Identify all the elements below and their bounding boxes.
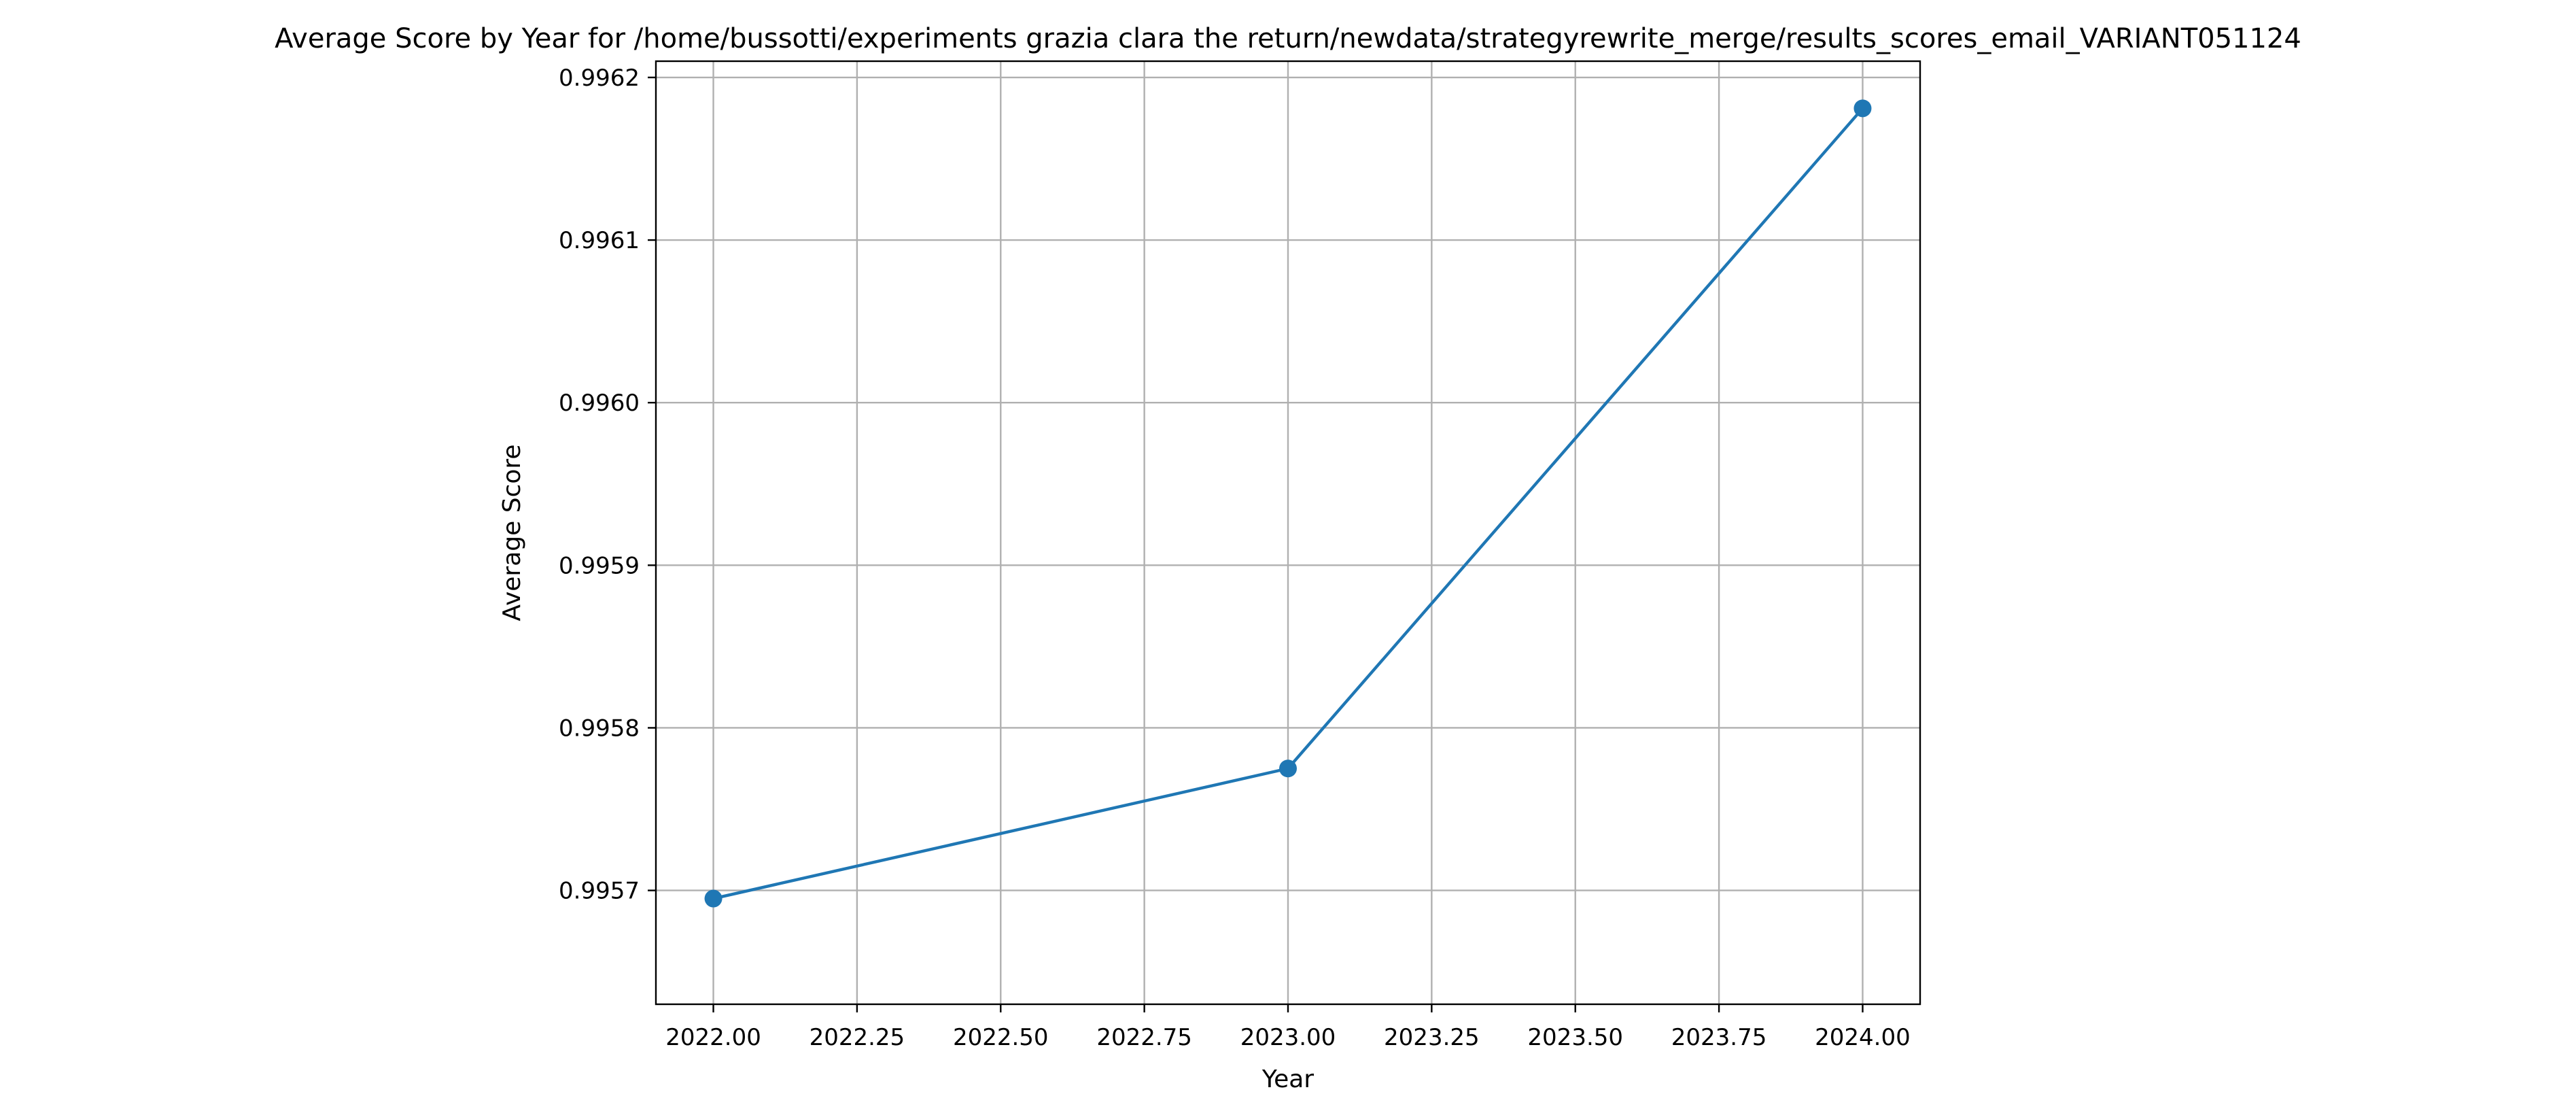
x-tick-label: 2023.75 xyxy=(1671,1024,1767,1051)
axis-ticks: 2022.00 2022.25 2022.50 2022.75 2023.00 2023.… xyxy=(559,65,1911,1051)
x-tick-label: 2023.25 xyxy=(1384,1024,1480,1051)
x-tick-label: 2024.00 xyxy=(1815,1024,1911,1051)
x-axis-label: Year xyxy=(1261,1065,1314,1093)
chart-title: Average Score by Year for /home/bussotti… xyxy=(275,23,2301,54)
data-point xyxy=(1853,99,1872,118)
plot-frame xyxy=(655,60,1921,1006)
y-tick-label: 0.9959 xyxy=(559,552,640,579)
x-tick-label: 2022.25 xyxy=(810,1024,905,1051)
y-axis-label: Average Score xyxy=(498,444,526,621)
x-tick-label: 2023.00 xyxy=(1240,1024,1336,1051)
y-tick-label: 0.9958 xyxy=(559,715,640,742)
x-tick-label: 2022.00 xyxy=(665,1024,761,1051)
grid-lines xyxy=(656,61,1920,1004)
data-point xyxy=(1279,759,1297,778)
series-layer xyxy=(704,99,1872,908)
data-point xyxy=(704,889,723,908)
x-tick-label: 2023.50 xyxy=(1527,1024,1623,1051)
x-tick-label: 2022.75 xyxy=(1096,1024,1192,1051)
x-tick-label: 2022.50 xyxy=(953,1024,1049,1051)
y-tick-label: 0.9961 xyxy=(559,227,640,254)
y-tick-label: 0.9960 xyxy=(559,390,640,417)
y-tick-label: 0.9962 xyxy=(559,65,640,92)
y-tick-label: 0.9957 xyxy=(559,878,640,905)
